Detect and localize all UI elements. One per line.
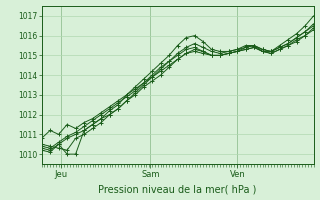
X-axis label: Pression niveau de la mer( hPa ): Pression niveau de la mer( hPa ) — [99, 184, 257, 194]
